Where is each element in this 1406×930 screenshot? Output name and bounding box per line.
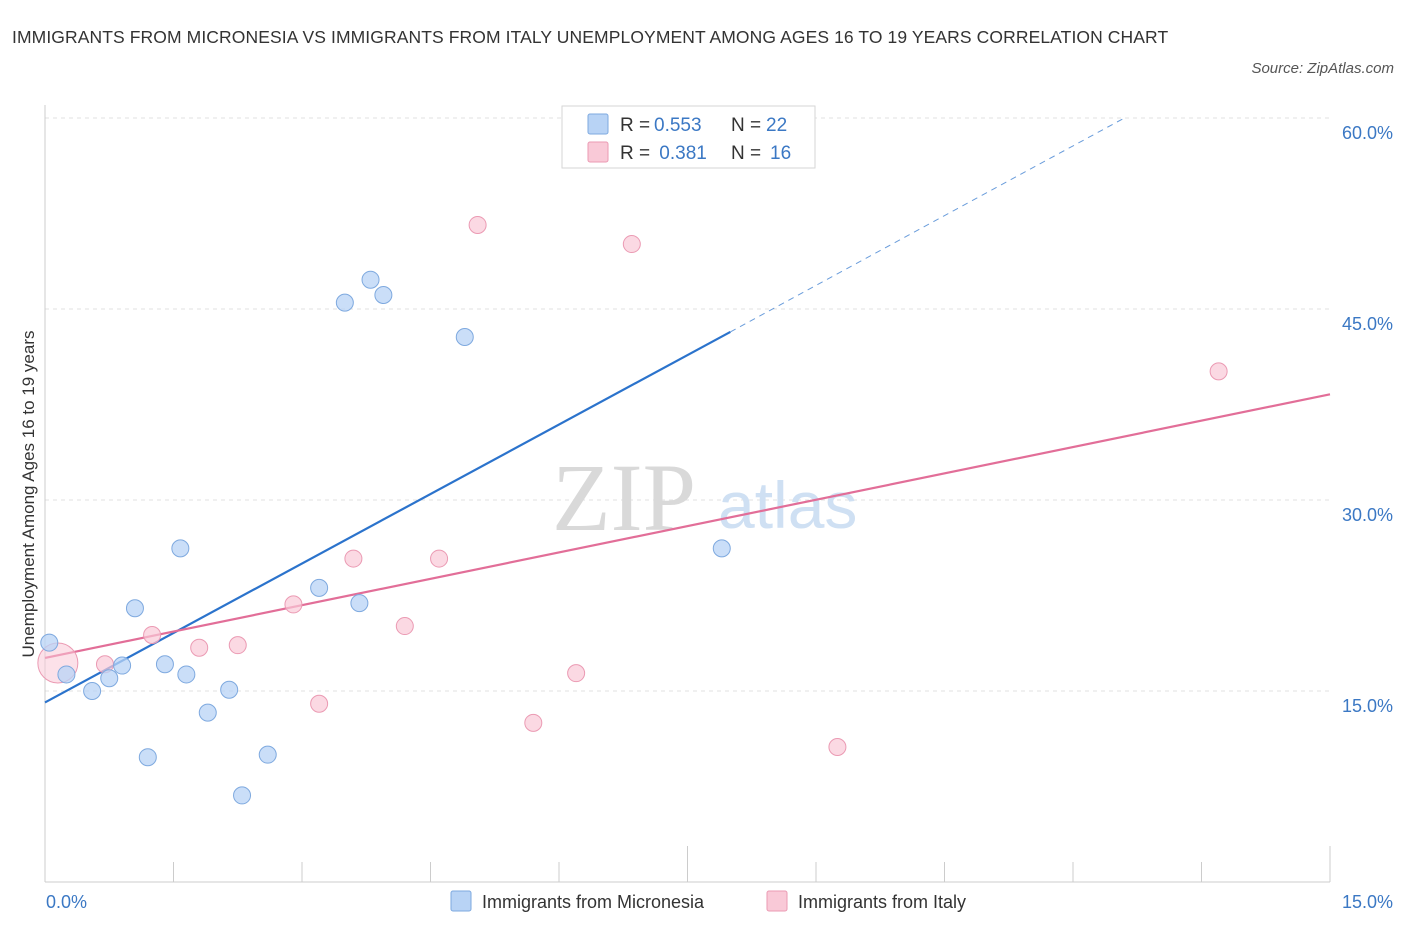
micronesia-point	[57, 665, 76, 684]
x-tick-label: 15.0%	[1342, 892, 1393, 912]
italy-point	[430, 549, 449, 568]
micronesia-point	[198, 703, 217, 722]
bottom-legend-swatch-micronesia	[450, 890, 472, 912]
italy-point	[622, 235, 641, 254]
italy-point	[524, 713, 543, 732]
italy-point	[190, 638, 209, 657]
micronesia-point	[83, 682, 102, 700]
watermark: ZIP atlas	[552, 444, 857, 551]
data-points	[37, 215, 1228, 805]
legend-r-value: 0.553	[654, 115, 702, 136]
legend: R = 0.553 N = 22 R = 0.381 N = 16	[561, 105, 816, 169]
micronesia-point	[220, 680, 239, 699]
legend-r-label: R =	[620, 115, 650, 136]
micronesia-point	[310, 578, 329, 597]
micronesia-point	[335, 293, 354, 312]
bottom-legend-swatch-italy	[766, 890, 788, 912]
bottom-legend: Immigrants from Micronesia Immigrants fr…	[450, 890, 966, 912]
micronesia-point	[361, 270, 380, 289]
bottom-legend-label-italy: Immigrants from Italy	[798, 892, 966, 912]
grid-lines	[45, 117, 1330, 692]
italy-point	[567, 664, 586, 683]
watermark-zip: ZIP	[552, 444, 696, 551]
italy-point	[143, 625, 162, 644]
micronesia-trendline-extension	[730, 117, 1125, 333]
micronesia-point	[374, 285, 393, 304]
y-tick-label: 15.0%	[1342, 696, 1393, 716]
legend-n-label: N =	[731, 143, 761, 164]
micronesia-point	[155, 655, 174, 674]
micronesia-point	[233, 786, 252, 805]
legend-r-value: 0.381	[654, 143, 707, 164]
micronesia-point	[40, 633, 59, 652]
source-credit: Source: ZipAtlas.com	[1251, 60, 1394, 77]
italy-trendline	[44, 393, 1331, 659]
micronesia-point	[125, 599, 144, 618]
italy-point	[284, 595, 303, 614]
bottom-legend-label-micronesia: Immigrants from Micronesia	[482, 892, 705, 912]
legend-n-label: N =	[731, 115, 761, 136]
micronesia-point	[113, 656, 132, 675]
micronesia-point	[138, 748, 157, 767]
y-tick-label: 45.0%	[1342, 314, 1393, 334]
micronesia-point	[100, 669, 119, 688]
y-axis-label: Unemployment Among Ages 16 to 19 years	[19, 331, 38, 658]
tick-labels: 15.0% 30.0% 45.0% 60.0% 0.0% 15.0%	[46, 123, 1393, 912]
micronesia-point	[350, 594, 369, 613]
legend-n-value: 22	[766, 115, 787, 136]
legend-swatch-micronesia	[587, 113, 609, 135]
micronesia-point	[258, 745, 277, 764]
y-tick-label: 30.0%	[1342, 505, 1393, 525]
trendlines	[44, 117, 1331, 704]
legend-swatch-italy	[587, 141, 609, 163]
italy-point	[828, 738, 847, 757]
axes	[44, 105, 1331, 883]
x-tick-label: 0.0%	[46, 892, 87, 912]
legend-r-label: R =	[620, 143, 650, 164]
italy-point	[395, 617, 414, 636]
chart-title: IMMIGRANTS FROM MICRONESIA VS IMMIGRANTS…	[12, 27, 1169, 47]
italy-point	[310, 694, 329, 713]
italy-point	[228, 636, 247, 655]
micronesia-point	[177, 665, 196, 684]
italy-point	[1209, 362, 1228, 381]
micronesia-point	[712, 539, 731, 558]
micronesia-point	[171, 539, 190, 558]
micronesia-point	[455, 328, 474, 347]
legend-n-value: 16	[770, 143, 791, 164]
y-tick-label: 60.0%	[1342, 123, 1393, 143]
italy-point	[468, 215, 487, 234]
italy-point	[344, 549, 363, 568]
micronesia-trendline	[44, 330, 731, 704]
